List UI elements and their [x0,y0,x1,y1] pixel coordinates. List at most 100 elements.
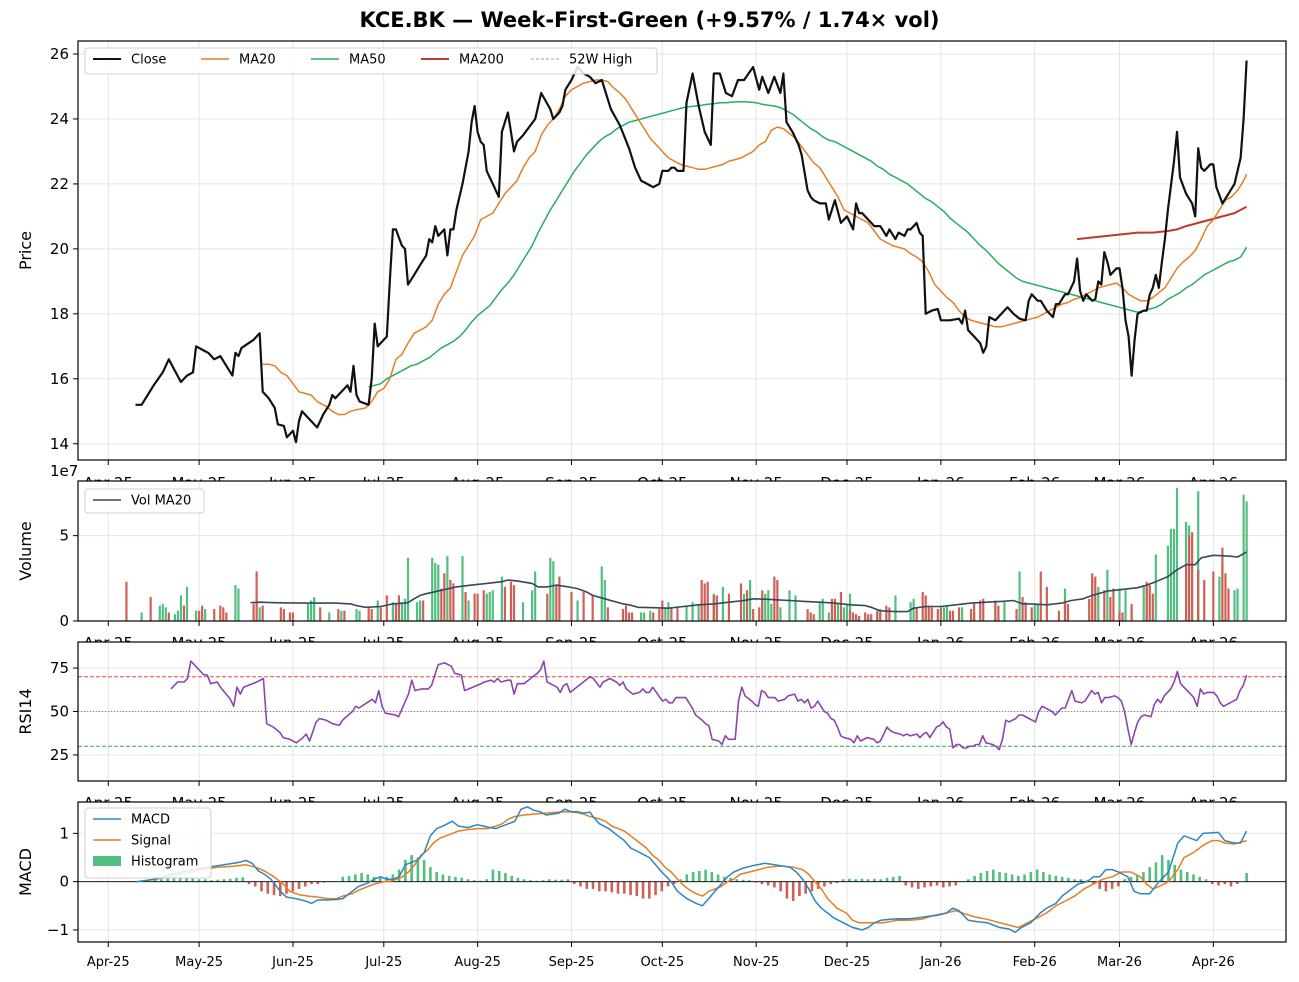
volume-bar-up [818,602,821,621]
volume-bar-down [1227,588,1230,621]
volume-bar-down [854,614,858,621]
macd-histogram-bar [1092,881,1095,885]
volume-bar-up [749,580,752,621]
volume-bar-down [512,585,516,621]
rsi-line [170,660,1248,751]
volume-bar-up [640,612,643,621]
legend-label: MA20 [239,53,276,68]
volume-bar-up [403,598,407,621]
volume-bar-down [337,609,340,621]
macd-histogram-bar [247,881,251,885]
volume-bar-down [703,583,706,621]
rsi-panel: 255075Apr-25May-25Jun-25Jul-25Aug-25Sep-… [16,641,1287,812]
volume-bar-down [252,603,255,621]
volume-bar-down [261,605,264,621]
volume-y-axis-label: Volume [16,521,35,581]
macd-histogram-bar [228,878,232,882]
volume-bar-down [149,597,152,621]
macd-histogram-bar [166,876,169,882]
macd-histogram-bar [829,881,833,885]
macd-histogram-bar [260,881,263,892]
y-tick-label: 22 [50,175,69,193]
volume-bar-down [1039,571,1042,621]
macd-histogram-bar [216,879,220,882]
macd-histogram-bar [998,872,1001,882]
macd-histogram-bar [572,881,576,885]
volume-bar-up [1166,545,1170,621]
volume-bar-down [397,595,401,621]
volume-bar-down [670,607,673,621]
x-tick-label: Oct-25 [640,955,684,970]
volume-bar-up [431,557,434,621]
macd-histogram-bar [310,881,313,885]
volume-bar-up [1236,588,1239,621]
volume-bar-down [422,600,425,621]
macd-histogram-bar [316,881,320,885]
macd-histogram-bar [579,881,582,887]
macd-histogram-bar [1135,874,1139,882]
volume-bar-down [706,581,709,621]
legend-label: Close [131,53,166,68]
macd-line [136,806,1248,934]
volume-bar-down [1066,603,1070,621]
volume-bar-down [994,600,997,621]
macd-histogram-bar [422,859,426,882]
volume-bar-up [1124,590,1127,621]
macd-histogram-bar [629,881,632,896]
volume-bar-down [1188,535,1191,621]
volume-bar-down [1212,571,1215,621]
macd-histogram-bar [1129,876,1133,882]
macd-histogram-bar [935,881,939,886]
macd-histogram-bar [616,881,620,894]
volume-bar-down [1057,610,1061,621]
macd-histogram-bar [235,877,238,882]
volume-bar-down [848,610,852,621]
macd-histogram-bar [1067,877,1070,882]
volume-bar-up [549,557,552,621]
volume-bar-up [1172,528,1176,621]
macd-histogram-bar [641,881,645,899]
macd-histogram-bar [160,879,163,882]
volume-bar-down [370,609,373,621]
macd-histogram-bar [266,881,270,894]
volume-bar-up [942,607,945,621]
macd-histogram-bar [898,875,901,882]
macd-histogram-bar [516,877,520,882]
volume-bar-down [464,591,467,621]
x-tick-label: May-25 [175,955,223,970]
volume-bar-down [570,591,573,621]
macd-histogram-bar [779,881,782,892]
macd-histogram-bar [823,881,826,887]
macd-histogram-bar [879,879,883,882]
macd-histogram-bar [1245,872,1248,882]
volume-bar-up [603,580,606,621]
macd-histogram-bar [967,879,970,882]
volume-bar-up [767,590,770,621]
volume-bar-up [376,600,379,621]
volume-bar-down [927,605,930,621]
volume-bar-down [1151,593,1154,621]
volume-bar-down [833,598,836,621]
x-tick-label: Nov-25 [733,955,779,970]
volume-bar-up [204,609,207,621]
macd-histogram-bar [1154,862,1158,882]
x-tick-label: Jun-25 [271,955,314,970]
chart-title: KCE.BK — Week-First-Green (+9.57% / 1.74… [359,8,940,32]
macd-histogram-bar [735,879,739,882]
volume-bar-up [649,610,652,621]
volume-bar-down [727,593,731,621]
ma200-line [1076,205,1248,241]
macd-histogram-bar [992,869,995,882]
volume-bar-up [461,556,464,621]
macd-histogram-bar [1192,874,1195,882]
volume-bar-down [915,607,918,621]
volume-bar-up [437,564,440,621]
macd-histogram-bar [891,876,895,882]
macd-panel: −1 0 1 Apr-25 May-25 Jun-25 Jul-25 Aug-25 Sep-25… [16,801,1287,970]
volume-bar-up [600,566,603,621]
volume-ma20-line [250,551,1247,613]
macd-histogram-bar [472,880,476,882]
y-tick-label: 5 [59,527,69,545]
macd-histogram-bar [1054,875,1058,882]
macd-histogram-bar [885,877,889,882]
